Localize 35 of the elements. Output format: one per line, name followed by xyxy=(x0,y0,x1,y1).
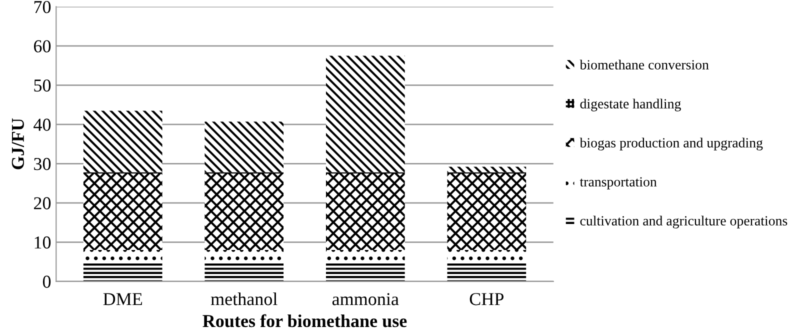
y-tick-label: 30 xyxy=(34,158,51,170)
legend-label: transportation xyxy=(580,177,657,190)
y-tick-label: 20 xyxy=(34,197,51,210)
y-tick-label: 60 xyxy=(34,40,51,52)
y-tick-label: 50 xyxy=(34,79,51,92)
bar xyxy=(83,250,162,262)
bar xyxy=(326,173,405,250)
x-tick-label: DME xyxy=(103,293,142,306)
bar xyxy=(204,262,284,282)
bar xyxy=(447,250,526,262)
bar xyxy=(83,262,162,282)
bar xyxy=(447,166,526,172)
bar xyxy=(326,56,405,172)
legend-label: digestate handling xyxy=(580,98,681,112)
y-axis-title: GJ/FU xyxy=(12,118,24,170)
y-tick-label: 70 xyxy=(34,0,51,14)
bar xyxy=(447,173,526,250)
x-axis-title: Routes for biomethane use xyxy=(202,314,407,328)
bar xyxy=(447,262,526,282)
bar xyxy=(326,250,405,262)
bar xyxy=(204,250,284,262)
y-tick-label: 0 xyxy=(42,276,51,288)
y-tick-label: 40 xyxy=(34,118,51,131)
bar xyxy=(83,173,162,250)
legend-label: biomethane conversion xyxy=(580,60,709,70)
bar xyxy=(204,173,284,250)
bar xyxy=(83,110,162,172)
x-tick-label: CHP xyxy=(470,293,504,306)
bar xyxy=(204,122,284,172)
legend-label: biogas production and upgrading xyxy=(580,138,763,150)
bar xyxy=(326,262,405,282)
legend-label: cultivation and agriculture operations xyxy=(580,216,788,228)
y-tick-label: 10 xyxy=(34,236,51,249)
x-tick-label: ammonia xyxy=(332,293,399,306)
x-tick-label: methanol xyxy=(210,292,278,306)
